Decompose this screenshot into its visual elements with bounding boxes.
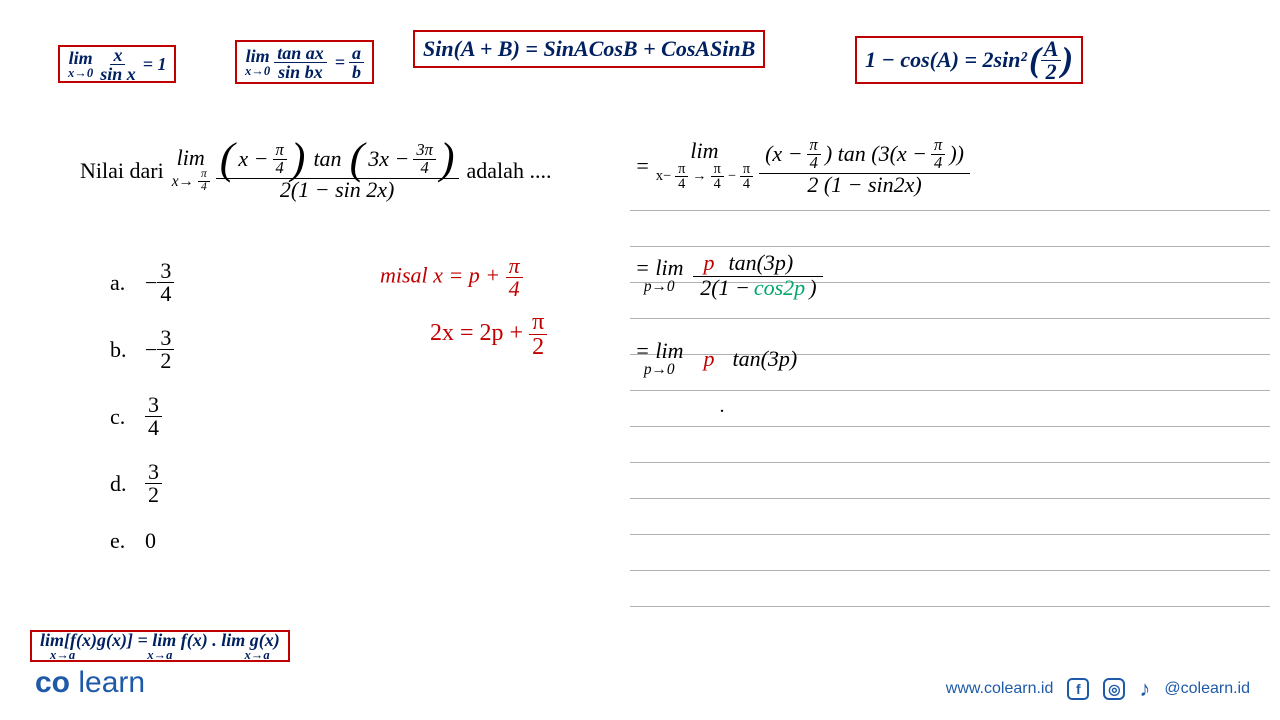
question-lim: lim x→ π 4 xyxy=(172,147,210,193)
frac-den: 2 xyxy=(1043,61,1060,83)
question-prefix: Nilai dari xyxy=(80,158,164,184)
lim-sub-frac: π 4 xyxy=(198,169,210,193)
brand-logo: co learn xyxy=(35,666,145,700)
options-block: a. − 3 4 b. − 3 2 c. 3 4 d. 3 2 e. 0 xyxy=(110,260,174,576)
formula-box-2: lim x→0 tan ax sin bx = a b xyxy=(235,40,374,84)
formula-box-4: 1 − cos(A) = 2sin² ( A 2 ) xyxy=(855,36,1083,84)
option-c: c. 3 4 xyxy=(110,394,174,439)
eq: = xyxy=(635,153,650,179)
work-line xyxy=(630,535,1270,571)
question-main-frac: ( x − π 4 ) tan ( 3x − 3π 4 ) 2(1 − sin … xyxy=(216,140,459,201)
brand-learn: learn xyxy=(70,666,145,699)
subst1-frac: π 4 xyxy=(506,255,523,300)
frac-den: b xyxy=(349,63,364,81)
step1-lim-sub: x− π 4 → π 4 − π 4 xyxy=(656,162,753,192)
work-line xyxy=(630,499,1270,535)
facebook-icon: f xyxy=(1067,678,1089,700)
subst2-text: 2x = 2p + xyxy=(430,320,529,346)
step1-den: 2 (1 − sin2x) xyxy=(804,174,924,196)
opt-label: e. xyxy=(110,528,145,554)
lim-sub: x→ π 4 xyxy=(172,169,210,193)
work-dot: . xyxy=(720,395,725,418)
step1-num: (x − π 4 ) tan (3(x − π 4 )) xyxy=(759,135,970,174)
frac-num: x xyxy=(110,46,125,65)
opt-frac: 3 2 xyxy=(145,461,162,506)
frac-num: tan ax xyxy=(274,44,327,63)
footer: www.colearn.id f ◎ ♪ @colearn.id xyxy=(946,676,1250,702)
work-step-1: = lim x− π 4 → π 4 − π 4 (x − π 4 xyxy=(635,135,970,196)
step1-lim: lim x− π 4 → π 4 − π 4 xyxy=(656,140,753,192)
opt-frac: 3 2 xyxy=(157,327,174,372)
step3-tan: tan(3p) xyxy=(732,346,797,372)
lim-sub-l: x→ xyxy=(172,174,194,189)
frac-2r: a b xyxy=(349,44,364,81)
formula1-rhs: = 1 xyxy=(143,54,167,75)
step3-lim: = lim p→0 xyxy=(635,340,683,377)
frac-2: tan ax sin bx xyxy=(274,44,327,81)
opt-sign: − xyxy=(145,337,157,363)
step2-den: 2(1 − cos2p ) xyxy=(697,277,819,299)
work-step-3: = lim p→0 p tan(3p) xyxy=(635,340,797,377)
formula4-lhs: 1 − cos(A) = 2sin² xyxy=(865,47,1027,73)
question-block: Nilai dari lim x→ π 4 ( x − π 4 ) tan ( … xyxy=(80,140,559,201)
question-suffix: adalah .... xyxy=(467,158,552,184)
work-line xyxy=(630,391,1270,427)
substitution-2: 2x = 2p + π 2 xyxy=(430,310,547,359)
work-lines xyxy=(630,175,1270,607)
lim-text: lim xyxy=(246,47,270,65)
instagram-icon: ◎ xyxy=(1103,678,1125,700)
footer-handle: @colearn.id xyxy=(1164,680,1250,698)
option-d: d. 3 2 xyxy=(110,461,174,506)
frac-den: sin x xyxy=(97,65,139,83)
work-line xyxy=(630,463,1270,499)
lparen: ( xyxy=(1029,40,1041,80)
lim-text: lim xyxy=(177,147,205,169)
question-den: 2(1 − sin 2x) xyxy=(277,179,397,201)
lim-text: lim xyxy=(69,49,93,67)
opt-value: 0 xyxy=(145,528,156,554)
footer-url: www.colearn.id xyxy=(946,680,1054,698)
formula3-text: Sin(A + B) = SinACosB + CosASinB xyxy=(423,36,755,62)
formula-box-1: lim x→0 x sin x = 1 xyxy=(58,45,176,83)
frac-4: A 2 xyxy=(1041,38,1062,83)
work-line xyxy=(630,427,1270,463)
formula-box-3: Sin(A + B) = SinACosB + CosASinB xyxy=(413,30,765,68)
lim-2: lim x→0 xyxy=(245,47,270,78)
option-e: e. 0 xyxy=(110,528,174,554)
opt-frac: 3 4 xyxy=(145,394,162,439)
option-b: b. − 3 2 xyxy=(110,327,174,372)
step2-lim: = lim p→0 xyxy=(635,257,683,294)
frac-num: a xyxy=(349,44,364,63)
step1-frac: (x − π 4 ) tan (3(x − π 4 )) 2 (1 − sin2… xyxy=(759,135,970,196)
opt-label: d. xyxy=(110,471,145,497)
step2-num: p tan(3p) xyxy=(693,252,823,277)
frac-den: sin bx xyxy=(275,63,326,81)
eq: = xyxy=(335,52,345,73)
opt-sign: − xyxy=(145,270,157,296)
lim-sub: x→0 xyxy=(68,67,93,80)
opt-label: a. xyxy=(110,270,145,296)
opt-label: b. xyxy=(110,337,145,363)
step2-frac: p tan(3p) 2(1 − cos2p ) xyxy=(693,252,823,299)
frac-num: A xyxy=(1041,38,1062,61)
brand-co: co xyxy=(35,666,70,699)
tiktok-icon: ♪ xyxy=(1139,676,1150,702)
formula-box-bottom: lim[f(x)g(x)] = lim f(x) . lim g(x) x→a … xyxy=(30,630,290,662)
formula-bottom-content: lim[f(x)g(x)] = lim f(x) . lim g(x) x→a … xyxy=(40,631,280,662)
lim-1: lim x→0 xyxy=(68,49,93,80)
opt-frac: 3 4 xyxy=(157,260,174,305)
work-line xyxy=(630,211,1270,247)
work-step-2: = lim p→0 p tan(3p) 2(1 − cos2p ) xyxy=(635,252,823,299)
option-a: a. − 3 4 xyxy=(110,260,174,305)
opt-label: c. xyxy=(110,404,145,430)
substitution-1: misal x = p + π 4 xyxy=(380,255,523,300)
frac-1: x sin x xyxy=(97,46,139,83)
step3-p: p xyxy=(703,346,714,372)
question-num: ( x − π 4 ) tan ( 3x − 3π 4 ) xyxy=(216,140,459,179)
subst1-text: misal x = p + xyxy=(380,263,506,288)
rparen: ) xyxy=(1061,40,1073,80)
work-line xyxy=(630,571,1270,607)
lim-sub: x→0 xyxy=(245,65,270,78)
subst2-frac: π 2 xyxy=(529,310,547,359)
